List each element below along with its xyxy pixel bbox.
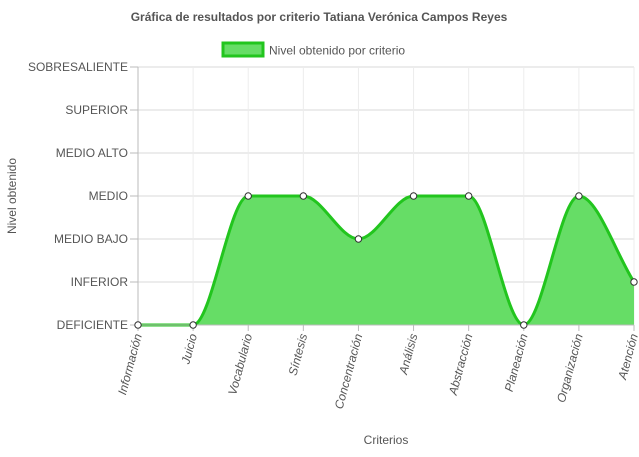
x-tick-label: Análisis	[396, 332, 420, 377]
data-point	[244, 192, 252, 200]
data-point	[409, 192, 418, 200]
y-tick-label: INFERIOR	[71, 275, 129, 289]
legend-label: Nivel obtenido por criterio	[269, 44, 405, 58]
data-point	[464, 192, 473, 200]
x-tick-label: Planeación	[502, 332, 531, 393]
area-layer	[137, 194, 636, 327]
y-tick-label: MEDIO	[89, 189, 128, 203]
data-point	[189, 321, 197, 329]
x-tick-label: Organización	[554, 332, 586, 404]
data-point	[134, 321, 142, 329]
x-tick-label: Concentración	[332, 332, 366, 411]
x-tick-label: Atención	[615, 332, 639, 382]
series-area	[138, 196, 634, 325]
data-point	[575, 192, 583, 200]
y-tick-label: SOBRESALIENTE	[28, 60, 128, 74]
y-axis-title: Nivel obtenido	[5, 158, 19, 234]
x-tick-label: Juicio	[178, 332, 200, 367]
legend[interactable]: Nivel obtenido por criterio	[221, 41, 405, 58]
y-tick-label: MEDIO BAJO	[54, 232, 128, 246]
data-point	[520, 321, 528, 329]
x-tick-label: Síntesis	[286, 332, 311, 377]
series-line	[137, 194, 636, 327]
x-tick-label: Vocabulario	[225, 332, 255, 397]
data-point	[299, 192, 308, 200]
y-tick-label: SUPERIOR	[65, 103, 128, 117]
x-axis-title: Criterios	[364, 433, 409, 447]
chart-title: Gráfica de resultados por criterio Tatia…	[131, 10, 508, 24]
data-points	[134, 192, 638, 329]
y-tick-label: DEFICIENTE	[57, 318, 128, 332]
y-tick-label: MEDIO ALTO	[56, 146, 128, 160]
x-tick-label: Abstracción	[446, 332, 476, 397]
data-point	[354, 235, 363, 243]
data-point	[630, 278, 638, 286]
legend-swatch	[221, 41, 265, 58]
x-tick-label: Información	[115, 332, 145, 396]
